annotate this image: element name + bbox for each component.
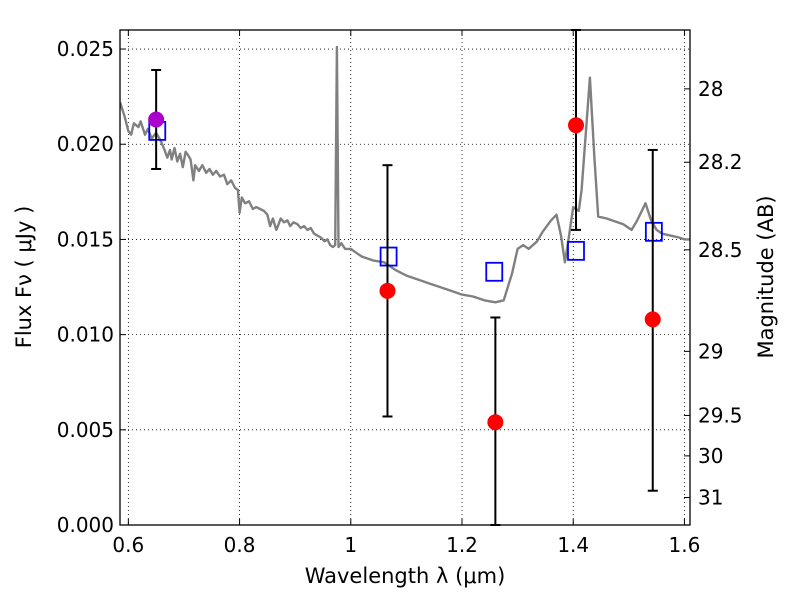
y-tick-label: 0.010	[57, 323, 114, 347]
observed-flux-point	[487, 414, 504, 431]
plot-frame	[119, 29, 691, 526]
grid-lines	[120, 30, 690, 526]
model-flux-square	[567, 240, 585, 261]
x-axis-title: Wavelength λ (μm)	[305, 564, 506, 588]
mag-tick-label: 28	[698, 77, 723, 101]
model-flux-square	[485, 261, 504, 282]
y-tick-label: 0.015	[57, 227, 114, 251]
x-tick-label: 1.2	[446, 533, 478, 557]
x-tick-label: 0.8	[224, 533, 256, 557]
y2-axis-title: Magnitude (AB)	[754, 195, 778, 358]
model-flux-square	[379, 246, 398, 267]
mag-tick-label: 28.2	[698, 150, 743, 174]
observed-flux-point	[379, 282, 396, 299]
data-markers	[148, 29, 663, 526]
y-tick-label: 0.005	[57, 418, 114, 442]
x-tick-label: 1.4	[557, 533, 589, 557]
mag-tick-label: 30	[698, 444, 723, 468]
spectrum-line	[120, 45, 690, 304]
x-tick-label: 1.6	[669, 533, 701, 557]
model-flux-square	[644, 221, 663, 242]
mag-tick-label: 29	[698, 339, 723, 363]
y-axis-title: Flux Fν ( μJy )	[12, 206, 36, 349]
axis-ticks: 0.6 0.8 1 1.2 1.4 1.6 0.000 0.005 0.010 0.015 0.02…	[57, 30, 743, 557]
x-tick-label: 1	[344, 533, 357, 557]
observed-flux-point	[568, 117, 584, 134]
mag-tick-label: 29.5	[698, 403, 743, 427]
y-tick-label: 0.025	[57, 37, 114, 61]
y-tick-label: 0.020	[57, 132, 114, 156]
x-tick-label: 0.6	[112, 533, 144, 557]
mag-tick-label: 28.5	[698, 238, 743, 262]
y-tick-label: 0.000	[57, 513, 114, 537]
observed-flux-point	[644, 311, 661, 328]
mag-tick-label: 31	[698, 485, 723, 509]
plot-area	[120, 45, 690, 304]
observed-flux-point	[148, 111, 165, 128]
